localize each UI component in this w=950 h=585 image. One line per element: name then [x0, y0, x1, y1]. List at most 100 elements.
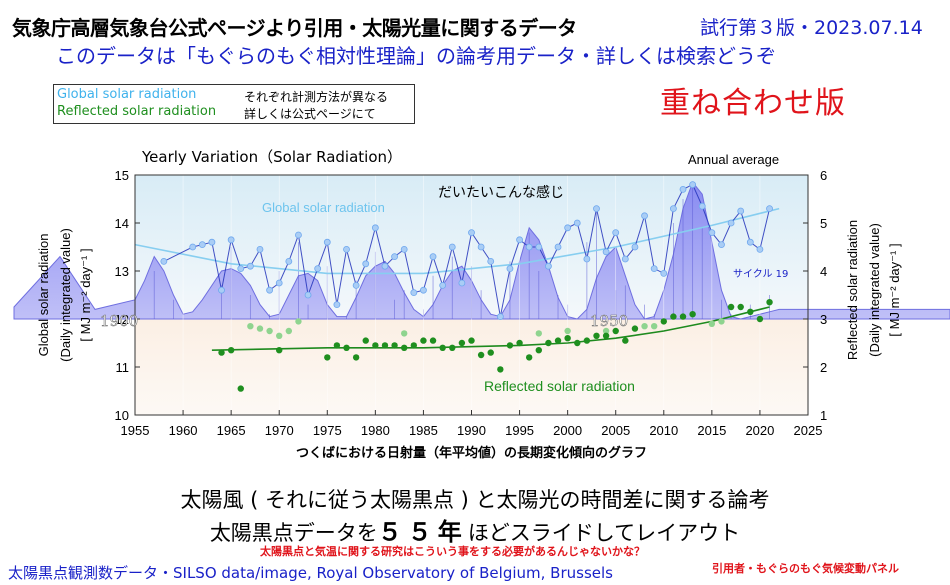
reflected-point: [564, 335, 571, 342]
reflected-point: [381, 342, 389, 349]
global-point: [275, 279, 283, 287]
reflected-point: [477, 351, 485, 359]
x-tick-label: 1955: [121, 423, 150, 438]
y-right-tick-label: 5: [820, 216, 827, 231]
x-tick-label: 1970: [265, 423, 294, 438]
global-point: [573, 219, 581, 227]
global-point: [323, 238, 331, 246]
reflected-point: [391, 342, 398, 349]
x-tick-label: 2025: [794, 423, 823, 438]
reflected-point-light: [256, 325, 264, 332]
reflected-point-light: [247, 323, 254, 330]
reflected-point: [343, 344, 350, 351]
reflected-point: [324, 354, 331, 361]
page-subtitle: このデータは「もぐらのもぐ相対性理論」の論考用データ・詳しくは検索どうぞ: [56, 44, 776, 68]
y-left-tick-label: 11: [116, 360, 130, 375]
global-point: [612, 229, 620, 237]
global-point: [198, 241, 206, 249]
global-point: [381, 262, 389, 270]
y-left-label: Global solar radiation: [36, 234, 51, 357]
y-left-label: (Daily integrated value): [58, 228, 73, 362]
reflected-series-label: Reflected solar radiation: [484, 378, 635, 394]
version-label: 試行第３版・2023.07.14: [700, 17, 923, 39]
y-right-tick-label: 6: [820, 168, 827, 183]
reflected-point: [420, 337, 427, 344]
x-tick-label: 2005: [601, 423, 630, 438]
x-tick-label: 1965: [217, 423, 246, 438]
global-point: [631, 243, 639, 251]
global-point: [227, 236, 235, 244]
credit-label: 引用者・もぐらのもぐ気候変動パネル: [712, 562, 899, 575]
reflected-point: [602, 332, 610, 339]
x-tick-label: 1995: [505, 423, 534, 438]
reflected-point: [449, 344, 456, 351]
global-point: [362, 260, 370, 268]
sunspot-year-tick: 1950: [590, 312, 628, 330]
legend-reflected: Reflected solar radiation: [57, 104, 217, 119]
x-tick-label: 1980: [361, 423, 390, 438]
global-point: [333, 301, 341, 309]
reflected-point: [737, 303, 744, 311]
reflected-point-light: [602, 327, 610, 335]
reflected-point-light: [266, 327, 273, 335]
global-point: [602, 248, 610, 256]
caption-line-2-post: ほどスライドしてレイアウト: [467, 521, 741, 545]
reflected-point: [227, 347, 235, 354]
reflected-point: [545, 339, 552, 347]
x-tick-label: 1985: [409, 423, 438, 438]
global-point: [189, 243, 197, 251]
y-left-tick-label: 14: [115, 216, 129, 231]
global-point: [429, 253, 437, 261]
y-left-label: [ MJ m⁻² day⁻¹ ]: [78, 248, 93, 341]
global-point: [660, 269, 668, 277]
page-title: 気象庁高層気象台公式ページより引用・太陽光量に関するデータ: [12, 16, 577, 40]
global-point: [448, 243, 456, 251]
y-right-tick-label: 2: [820, 360, 827, 375]
global-point: [477, 243, 485, 251]
legend-note-2: 詳しくは公式ページにて: [244, 107, 376, 121]
reflected-point: [622, 337, 629, 344]
reflected-point-light: [708, 320, 716, 327]
reflected-point: [766, 299, 773, 306]
reflected-point: [525, 354, 533, 361]
reflected-point: [583, 337, 591, 344]
global-series-label: Global solar radiation: [262, 200, 385, 215]
global-point: [410, 289, 418, 297]
y-right-label: [ MJ m⁻² day⁻¹ ]: [887, 243, 902, 336]
y-left-tick-label: 13: [115, 264, 129, 279]
global-point: [343, 245, 350, 253]
y-left-tick-label: 15: [115, 168, 129, 183]
reflected-point: [660, 318, 667, 325]
reflected-point-light: [295, 318, 302, 325]
x-tick-label: 2020: [745, 423, 774, 438]
global-point: [160, 257, 168, 265]
reflected-point: [276, 347, 283, 354]
global-point: [670, 205, 677, 213]
annual-average-label: Annual average: [688, 152, 779, 167]
reflected-point: [593, 332, 600, 339]
global-point: [420, 286, 427, 294]
reflected-point-light: [564, 327, 571, 335]
reflected-point: [516, 339, 523, 347]
reflected-point-light: [641, 323, 648, 330]
global-point: [650, 265, 658, 273]
chart-annotation: だいたいこんな感じ: [438, 184, 564, 201]
chart-title: Yearly Variation（Solar Radiation）: [141, 148, 402, 166]
x-tick-label: 2000: [553, 423, 582, 438]
reflected-point: [670, 313, 677, 320]
x-tick-label: 2015: [697, 423, 726, 438]
caption-line-2-years: ５５年: [377, 518, 468, 546]
global-point: [218, 286, 225, 294]
global-point: [208, 238, 216, 246]
reflected-point: [401, 344, 408, 351]
global-point: [727, 219, 735, 227]
reflected-point: [333, 342, 341, 349]
reflected-point: [679, 313, 687, 320]
global-point: [766, 205, 773, 213]
global-point: [708, 229, 716, 237]
x-axis-label: つくばにおける日射量（年平均値）の長期変化傾向のグラフ: [296, 445, 647, 461]
reflected-point: [631, 325, 639, 332]
reflected-point: [237, 385, 244, 392]
global-point: [525, 243, 533, 251]
global-point: [295, 231, 302, 239]
